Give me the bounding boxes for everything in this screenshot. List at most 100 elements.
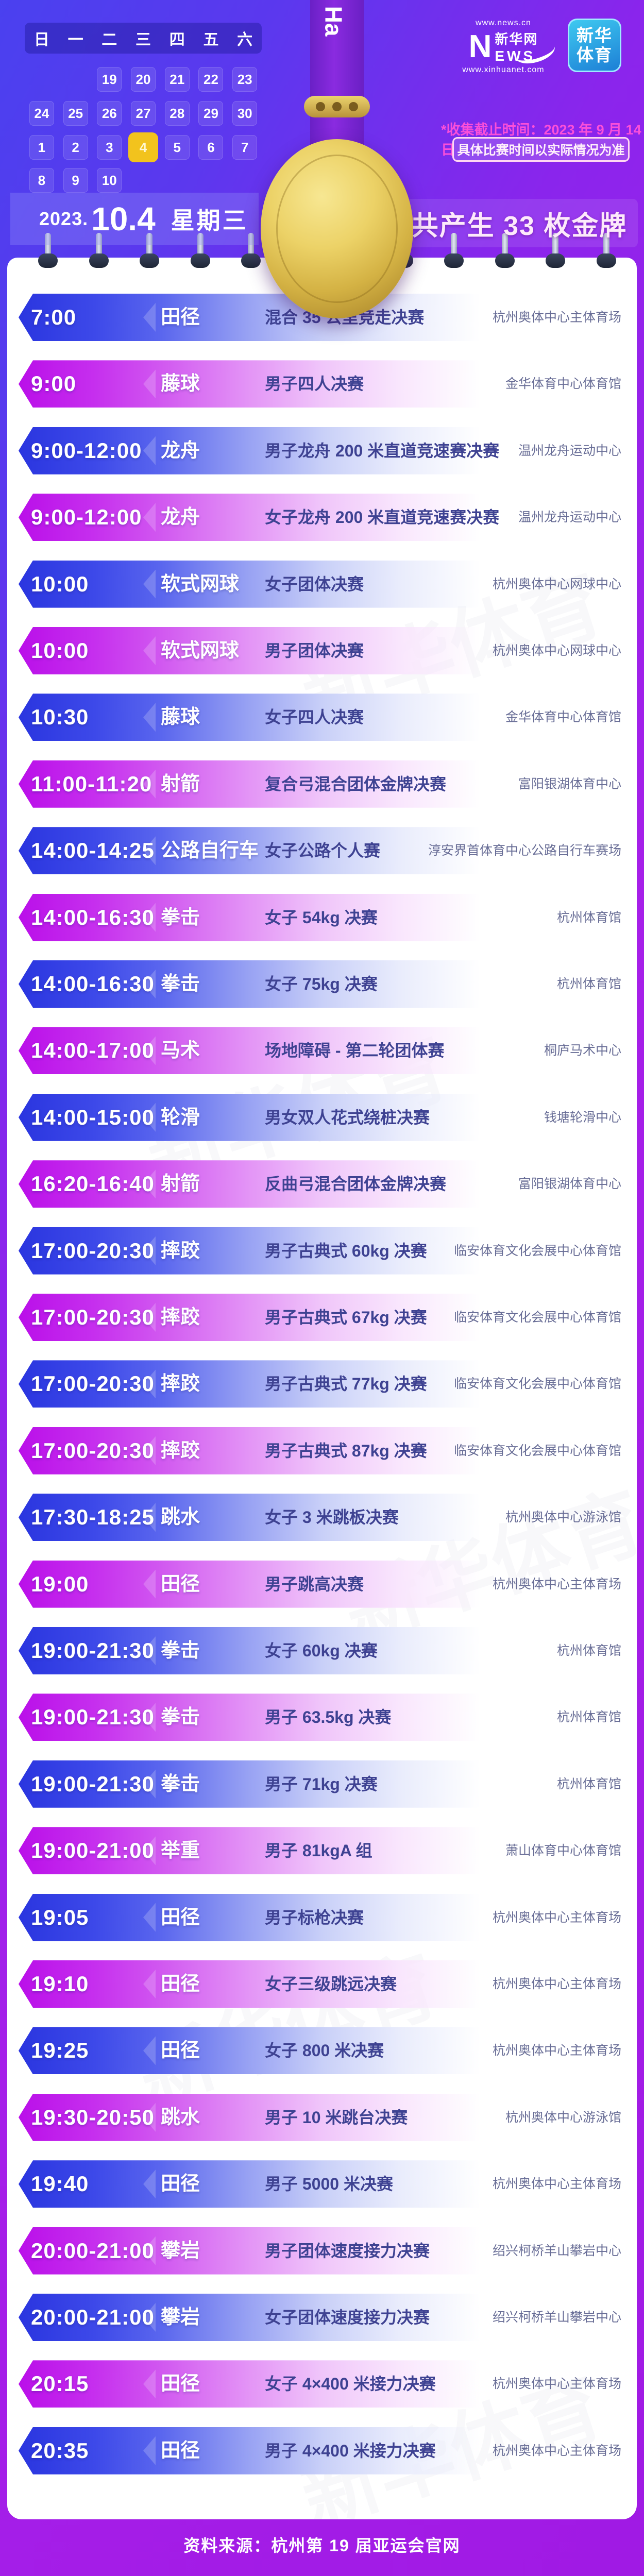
- event-time: 17:00-20:30: [31, 1305, 155, 1329]
- sport-name: 射箭: [161, 1160, 200, 1208]
- venue-name: 临安体育文化会展中心体育馆: [453, 1443, 621, 1458]
- event-time: 19:00-21:30: [31, 1705, 155, 1730]
- date-banner: 2023. 10.4 星期三: [10, 193, 259, 245]
- venue-name: 临安体育文化会展中心体育馆: [453, 1377, 621, 1392]
- event-name: 女子团体速度接力决赛: [265, 2308, 430, 2327]
- calendar-cell: 29: [194, 99, 228, 128]
- calendar-cell: [25, 65, 59, 94]
- gold-count-banner: 共产生 33 枚金牌: [401, 199, 638, 247]
- disclaimer-text: 具体比赛时间以实际情况为准: [457, 143, 625, 158]
- venue-name: 杭州体育馆: [556, 910, 621, 925]
- sport-name: 软式网球: [161, 561, 239, 608]
- schedule-row: 19:00 田径 男子跳高决赛 杭州奥体中心主体育场: [7, 1560, 637, 1608]
- row-banner: [19, 693, 495, 741]
- calendar-cell: [160, 166, 194, 195]
- sport-name: 摔跤: [161, 1427, 200, 1475]
- row-banner: [19, 1093, 495, 1141]
- calendar-cell: 30: [228, 99, 262, 128]
- event-name: 复合弓混合团体金牌决赛: [265, 774, 447, 793]
- sport-name: 举重: [161, 1827, 200, 1874]
- schedule-row: 19:00-21:00 举重 男子 81kgA 组 萧山体育中心体育馆: [7, 1827, 637, 1875]
- event-name: 女子 4×400 米接力决赛: [265, 2375, 436, 2394]
- row-banner: [19, 760, 495, 808]
- xinhua-logo: www.news.cn N 新华网 EWS www.xinhuanet.com: [460, 19, 558, 75]
- calendar-date: 27: [131, 101, 156, 126]
- calendar-cell: 7: [228, 133, 262, 162]
- calendar-date: 25: [63, 101, 88, 126]
- schedule-row: 20:00-21:00 攀岩 女子团体速度接力决赛 绍兴柯桥羊山攀岩中心: [7, 2294, 637, 2341]
- calendar-cell: 3: [92, 133, 126, 162]
- event-name: 男子古典式 67kg 决赛: [265, 1308, 427, 1327]
- event-time: 7:00: [31, 305, 77, 329]
- weekday-label: 四: [169, 31, 185, 48]
- schedule-row: 10:30 藤球 女子四人决赛 金华体育中心体育馆: [7, 693, 637, 741]
- schedule-row: 14:00-14:25 公路自行车 女子公路个人赛 淳安界首体育中心公路自行车赛场: [7, 827, 637, 875]
- schedule-row: 19:30-20:50 跳水 男子 10 米跳台决赛 杭州奥体中心游泳馆: [7, 2093, 637, 2141]
- medal-ribbon: Ha: [310, 0, 364, 147]
- weekday-label: 日: [33, 31, 49, 48]
- sport-name: 龙舟: [161, 494, 200, 541]
- venue-name: 杭州奥体中心主体育场: [492, 310, 621, 325]
- row-banner: [19, 1760, 495, 1808]
- event-time: 14:00-16:30: [31, 905, 155, 929]
- event-time: 20:35: [31, 2438, 89, 2463]
- row-banner: [19, 2360, 495, 2408]
- event-name: 男子 5000 米决赛: [265, 2175, 393, 2194]
- calendar-cell: [194, 166, 228, 195]
- row-banner: [19, 2093, 495, 2141]
- event-time: 19:30-20:50: [31, 2105, 155, 2129]
- row-banner: [19, 1227, 495, 1275]
- row-banner: [19, 494, 495, 541]
- sport-name: 拳击: [161, 960, 200, 1008]
- calendar-date: 10: [97, 168, 122, 193]
- venue-name: 绍兴柯桥羊山攀岩中心: [492, 2310, 621, 2325]
- sport-name: 摔跤: [161, 1227, 200, 1275]
- event-time: 19:00: [31, 1571, 89, 1596]
- sport-name: 田径: [161, 1960, 200, 2008]
- event-name: 女子龙舟 200 米直道竞速赛决赛: [265, 508, 500, 527]
- sport-name: 轮滑: [161, 1094, 200, 1141]
- venue-name: 温州龙舟运动中心: [518, 443, 621, 458]
- venue-name: 杭州奥体中心网球中心: [492, 643, 621, 658]
- venue-name: 杭州奥体中心主体育场: [492, 2177, 621, 2192]
- sport-name: 公路自行车: [161, 827, 259, 874]
- calendar-date: 29: [198, 101, 224, 126]
- row-banner: [19, 1560, 495, 1608]
- sport-name: 攀岩: [161, 2294, 200, 2341]
- row-banner: [19, 1627, 495, 1674]
- schedule-row: 16:20-16:40 射箭 反曲弓混合团体金牌决赛 富阳银湖体育中心: [7, 1160, 637, 1208]
- event-time: 14:00-17:00: [31, 1038, 155, 1063]
- row-banner: [19, 2027, 495, 2075]
- calendar-cell: 10: [92, 166, 126, 195]
- row-banner: [19, 1360, 495, 1408]
- row-banner: [19, 627, 495, 674]
- venue-name: 杭州奥体中心主体育场: [492, 2377, 621, 2392]
- event-time: 16:20-16:40: [31, 1172, 155, 1196]
- calendar-cell: [228, 166, 262, 195]
- sport-name: 藤球: [161, 693, 200, 741]
- event-time: 14:00-14:25: [31, 838, 155, 863]
- calendar-row: 19 20 21 22 23: [25, 65, 262, 94]
- schedule-row: 10:00 软式网球 女子团体决赛 杭州奥体中心网球中心: [7, 560, 637, 608]
- event-time: 19:00-21:30: [31, 1638, 155, 1663]
- weekday-label: 五: [203, 31, 219, 48]
- event-time: 20:15: [31, 2371, 89, 2396]
- row-banner: [19, 2294, 495, 2341]
- row-banner: [19, 1960, 495, 2008]
- venue-name: 杭州体育馆: [556, 1776, 621, 1791]
- row-banner: [19, 1294, 495, 1341]
- sport-name: 拳击: [161, 894, 200, 941]
- venue-name: 金华体育中心体育馆: [505, 377, 621, 392]
- event-name: 男子古典式 87kg 决赛: [265, 1441, 427, 1460]
- calendar-cell: 4: [126, 132, 160, 162]
- event-time: 17:00-20:30: [31, 1371, 155, 1396]
- calendar-date: 21: [164, 67, 190, 92]
- calendar-date: 6: [198, 135, 224, 160]
- row-banner: [19, 960, 495, 1008]
- row-banner: [19, 560, 495, 608]
- venue-name: 淳安界首体育中心公路自行车赛场: [428, 843, 621, 858]
- calendar-cell: 5: [160, 133, 194, 162]
- venue-name: 绍兴柯桥羊山攀岩中心: [492, 2243, 621, 2258]
- sport-name: 马术: [161, 1027, 200, 1074]
